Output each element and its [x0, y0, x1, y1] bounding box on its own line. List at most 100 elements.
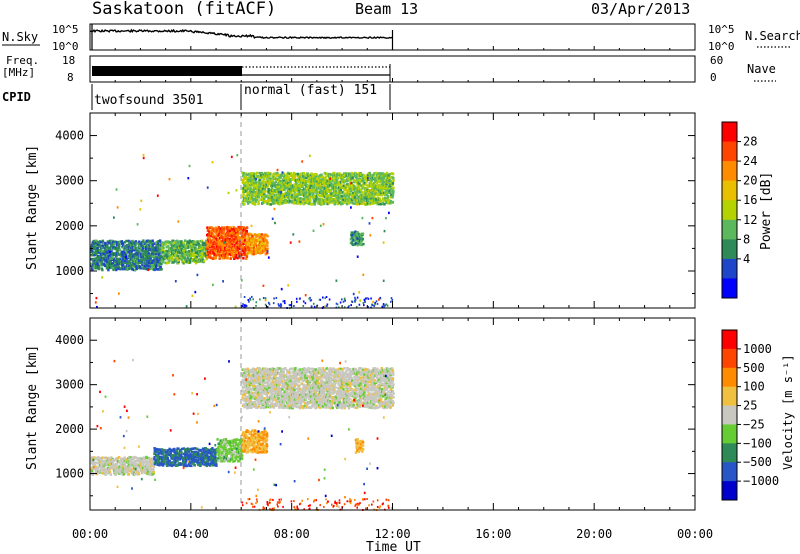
scatter-cell	[258, 382, 261, 386]
scatter-cell	[362, 179, 365, 182]
nave-right-tick-top: 60	[710, 54, 723, 67]
scatter-cell	[215, 237, 218, 240]
scatter-cell	[288, 185, 291, 189]
scatter-cell	[235, 447, 239, 451]
scatter-cell	[188, 239, 191, 243]
scatter-cell	[392, 189, 395, 193]
scatter-cell	[336, 176, 340, 180]
scatter-cell	[97, 468, 100, 471]
scatter-cell	[116, 469, 119, 473]
scatter-cell	[231, 234, 234, 237]
scatter-cell	[122, 264, 125, 267]
scatter-cell	[260, 397, 263, 400]
scatter-cell	[97, 465, 101, 469]
scatter-cell	[320, 189, 323, 193]
scatter-cell	[255, 250, 258, 254]
scatter-cell	[332, 200, 336, 204]
scatter-cell	[351, 243, 355, 247]
scatter-cell	[388, 198, 391, 202]
scatter-cell	[257, 238, 260, 241]
scatter-cell	[273, 181, 276, 185]
scatter-cell	[386, 180, 389, 183]
scatter-cell	[196, 273, 199, 277]
scatter-cell	[378, 298, 380, 301]
scatter-cell	[295, 172, 298, 176]
scatter-cell	[162, 246, 165, 250]
scatter-cell	[246, 384, 250, 388]
scatter-cell	[188, 450, 191, 453]
scatter-cell	[102, 252, 106, 255]
scatter-cell	[217, 238, 220, 241]
scatter-cell	[146, 469, 150, 473]
scatter-cell	[212, 257, 215, 260]
scatter-cell	[307, 194, 310, 198]
scatter-cell	[368, 171, 371, 175]
scatter-cell	[241, 232, 244, 235]
scatter-cell	[248, 300, 250, 303]
scatter-cell	[152, 462, 155, 465]
scatter-cell	[165, 240, 169, 244]
scatter-cell	[294, 195, 297, 199]
scatter-cell	[145, 260, 148, 264]
scatter-cell	[148, 243, 151, 247]
scatter-cell	[139, 457, 142, 460]
scatter-cell	[367, 184, 370, 187]
scatter-cell	[384, 304, 386, 307]
scatter-cell	[289, 180, 292, 183]
scatter-cell	[354, 296, 356, 299]
scatter-cell	[266, 180, 270, 183]
scatter-cell	[245, 173, 249, 177]
scatter-cell	[215, 232, 218, 236]
scatter-cell	[232, 438, 236, 442]
scatter-cell	[185, 259, 189, 262]
scatter-cell	[260, 388, 263, 392]
scatter-cell	[217, 453, 221, 457]
scatter-cell	[363, 203, 367, 206]
scatter-cell	[146, 462, 149, 465]
scatter-cell	[356, 189, 360, 192]
scatter-cell	[114, 266, 117, 270]
scatter-cell	[202, 454, 206, 458]
scatter-cell	[90, 469, 94, 473]
cpid-mode-twofsound: twofsound 3501	[94, 93, 204, 108]
scatter-cell	[232, 250, 235, 254]
scatter-cell	[264, 174, 268, 178]
power-scatter	[90, 153, 395, 310]
scatter-cell	[313, 305, 316, 308]
scatter-cell	[134, 456, 137, 459]
scatter-cell	[260, 171, 264, 175]
scatter-cell	[121, 245, 124, 249]
scatter-cell	[179, 456, 183, 460]
scatter-cell	[98, 471, 101, 475]
scatter-cell	[229, 444, 232, 448]
scatter-cell	[289, 304, 292, 307]
scatter-cell	[205, 464, 208, 468]
scatter-cell	[111, 266, 114, 270]
scatter-cell	[264, 303, 267, 306]
scatter-cell	[347, 176, 350, 180]
scatter-cell	[243, 445, 246, 448]
scatter-cell	[195, 257, 198, 260]
scatter-cell	[318, 298, 321, 301]
scatter-cell	[214, 456, 217, 460]
scatter-cell	[243, 438, 246, 441]
scatter-cell	[125, 251, 129, 254]
scatter-cell	[302, 172, 306, 175]
scatter-cell	[228, 245, 232, 248]
scatter-cell	[121, 470, 124, 474]
scatter-cell	[113, 459, 116, 462]
scatter-cell	[133, 256, 137, 259]
scatter-cell	[299, 193, 303, 196]
scatter-cell	[259, 187, 263, 191]
scatter-cell	[166, 457, 169, 460]
scatter-cell	[247, 377, 250, 381]
scatter-cell	[129, 261, 132, 265]
scatter-cell	[218, 252, 221, 256]
scatter-cell	[141, 240, 144, 244]
scatter-cell	[143, 255, 147, 258]
scatter-cell	[140, 199, 143, 202]
scatter-cell	[228, 243, 231, 247]
scatter-cell	[206, 226, 209, 229]
scatter-cell	[344, 195, 348, 198]
scatter-cell	[136, 252, 140, 255]
